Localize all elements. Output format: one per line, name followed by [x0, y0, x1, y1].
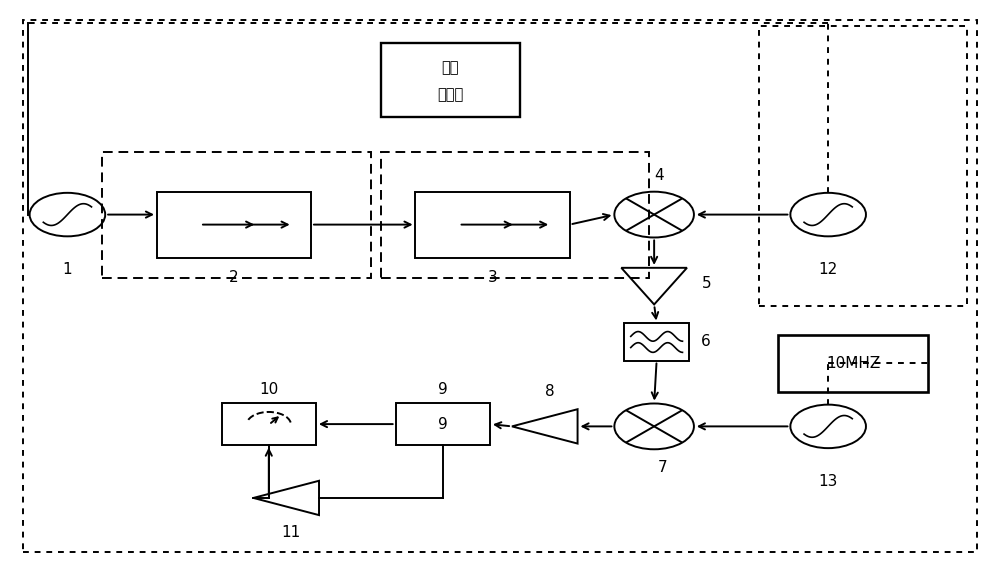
Text: 5: 5	[702, 276, 711, 291]
Bar	[778, 335, 928, 392]
Text: 12: 12	[819, 262, 838, 277]
Text: 被测: 被测	[442, 60, 459, 75]
Text: 11: 11	[282, 525, 301, 540]
Bar	[157, 192, 311, 258]
Text: 13: 13	[818, 474, 838, 489]
Text: 10MHZ: 10MHZ	[826, 356, 880, 371]
Text: 8: 8	[545, 384, 555, 399]
Text: 9: 9	[438, 417, 448, 432]
Text: 2: 2	[229, 270, 239, 285]
Text: 衰减器: 衰减器	[437, 87, 463, 102]
Text: 9: 9	[438, 381, 448, 397]
Bar	[102, 151, 371, 277]
Text: 6: 6	[701, 335, 711, 350]
Bar	[396, 403, 490, 444]
Bar	[381, 151, 649, 277]
Bar	[222, 403, 316, 444]
Bar	[624, 323, 689, 361]
Bar	[415, 192, 570, 258]
Bar	[759, 25, 967, 306]
Text: 10: 10	[259, 381, 278, 397]
Text: 1: 1	[63, 262, 72, 277]
Text: 3: 3	[488, 270, 497, 285]
Text: 7: 7	[657, 460, 667, 475]
Bar	[381, 43, 520, 117]
Text: 4: 4	[654, 168, 664, 183]
